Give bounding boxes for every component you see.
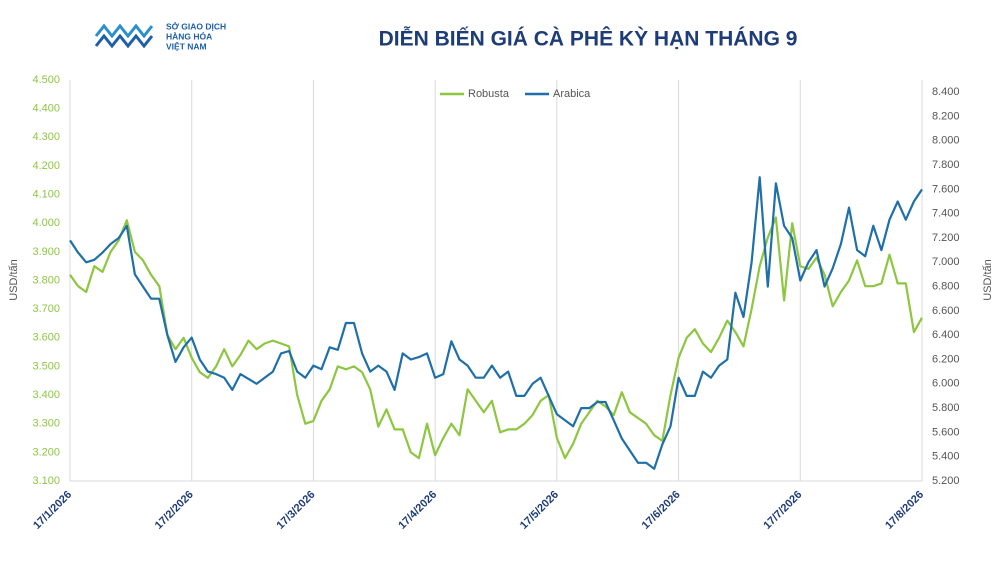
y-tick-label: 3.300: [32, 418, 60, 430]
legend-label: Arabica: [553, 88, 591, 100]
y2-tick-label: 8.200: [932, 110, 960, 122]
logo-icon: [94, 23, 154, 49]
y-tick-label: 3.400: [32, 389, 60, 401]
x-tick-label: 17/1/2026: [31, 489, 74, 532]
x-tick-label: 17/3/2026: [275, 489, 318, 532]
x-tick-label: 17/7/2026: [761, 489, 804, 532]
series-line: [69, 176, 923, 470]
y2-tick-label: 7.200: [932, 232, 960, 244]
y-tick-label: 3.900: [32, 246, 60, 258]
y-tick-label: 3.100: [32, 475, 60, 487]
y2-tick-label: 6.200: [932, 353, 960, 365]
y-tick-label: 3.600: [32, 332, 60, 344]
y-tick-label: 4.400: [32, 103, 60, 115]
y2-tick-label: 6.800: [932, 280, 960, 292]
x-tick-label: 17/6/2026: [640, 489, 683, 532]
logo-text: VIỆT NAM: [166, 40, 207, 51]
y-tick-label: 4.500: [32, 74, 60, 86]
y-tick-label: 3.800: [32, 274, 60, 286]
y-tick-label: 3.200: [32, 446, 60, 458]
y2-tick-label: 6.600: [932, 305, 960, 317]
y2-tick-label: 5.600: [932, 426, 960, 438]
logo-text: SỞ GIAO DỊCH: [166, 20, 226, 31]
y2-tick-label: 7.800: [932, 159, 960, 171]
y2-tick-label: 7.600: [932, 183, 960, 195]
y2-tick-label: 5.800: [932, 402, 960, 414]
chart-title: DIỄN BIẾN GIÁ CÀ PHÊ KỲ HẠN THÁNG 9: [379, 27, 798, 51]
y2-tick-label: 7.400: [932, 208, 960, 220]
y-tick-label: 4.100: [32, 188, 60, 200]
y2-tick-label: 5.200: [932, 475, 960, 487]
y2-axis-label: USD/tấn: [982, 259, 994, 301]
y-tick-label: 3.700: [32, 303, 60, 315]
x-tick-label: 17/5/2026: [518, 489, 561, 532]
logo-text: HÀNG HÓA: [166, 30, 212, 41]
y-tick-label: 4.000: [32, 217, 60, 229]
y-tick-label: 4.300: [32, 131, 60, 143]
x-tick-label: 17/8/2026: [883, 489, 926, 532]
y2-tick-label: 8.000: [932, 135, 960, 147]
y2-tick-label: 8.400: [932, 86, 960, 98]
y2-tick-label: 6.400: [932, 329, 960, 341]
x-tick-label: 17/4/2026: [396, 489, 439, 532]
y-axis-label: USD/tấn: [8, 259, 20, 301]
legend-label: Robusta: [468, 88, 510, 100]
x-tick-label: 17/2/2026: [153, 489, 196, 532]
y-tick-label: 4.200: [32, 160, 60, 172]
y2-tick-label: 6.000: [932, 378, 960, 390]
y2-tick-label: 7.000: [932, 256, 960, 268]
y2-tick-label: 5.400: [932, 451, 960, 463]
y-tick-label: 3.500: [32, 360, 60, 372]
